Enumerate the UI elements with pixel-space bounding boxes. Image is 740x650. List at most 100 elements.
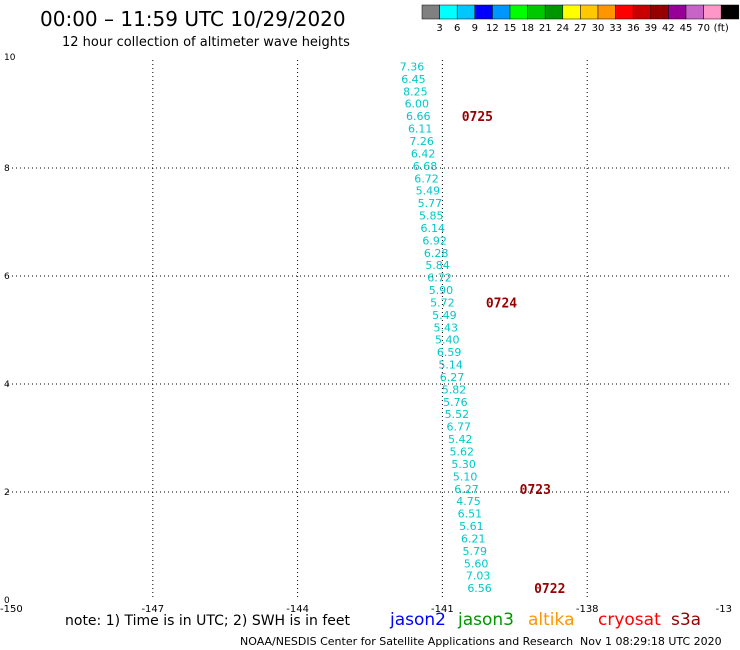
colorbar-label: 39 (644, 23, 657, 34)
wave-height-point: 7.03 (466, 570, 491, 583)
plot-grid (8, 60, 732, 600)
wave-height-point: 5.10 (453, 470, 478, 483)
wave-height-point: 6.27 (454, 483, 479, 496)
colorbar-swatch (615, 4, 634, 20)
x-tick-label: -147 (141, 604, 164, 615)
wave-height-point: 5.52 (445, 408, 470, 421)
wave-height-point: 5.14 (438, 359, 463, 372)
satellite-jason2: jason2 (389, 610, 446, 630)
wave-height-point: 5.42 (448, 433, 473, 446)
wave-height-point: 5.76 (443, 396, 468, 409)
colorbar-swatch (562, 4, 581, 20)
colorbar-label: 30 (592, 23, 605, 34)
y-tick-label: 2 (4, 488, 10, 498)
colorbar-swatch (527, 4, 546, 20)
x-tick-label: -144 (286, 604, 309, 615)
colorbar-swatch (544, 4, 564, 20)
x-tick-label: -138 (576, 604, 599, 615)
colorbar-label: 42 (662, 23, 675, 34)
wave-height-point: 6.56 (467, 582, 492, 595)
footer-credit: NOAA/NESDIS Center for Satellite Applica… (240, 635, 573, 648)
colorbar-swatch (668, 4, 687, 20)
colorbar-label: 21 (539, 23, 552, 34)
colorbar-label: 9 (472, 23, 478, 34)
colorbar-swatch (456, 4, 476, 20)
satellite-altika: altika (528, 610, 575, 630)
time-label: 0724 (486, 296, 517, 311)
time-label: 0725 (462, 110, 493, 125)
wave-height-point: 6.27 (440, 371, 465, 384)
colorbar-swatch (650, 4, 669, 20)
page-title: 00:00 – 11:59 UTC 10/29/2020 (40, 7, 346, 31)
y-tick-label: 8 (4, 164, 10, 174)
colorbar-label: 18 (521, 23, 534, 34)
wave-height-point: 5.40 (435, 334, 460, 347)
wave-height-point: 6.14 (420, 222, 445, 235)
wave-height-point: 5.49 (432, 309, 457, 322)
wave-height-point: 6.42 (411, 147, 436, 160)
wave-height-point: 5.49 (416, 185, 441, 198)
colorbar-label: (ft) (714, 23, 729, 34)
note-text: note: 1) Time is in UTC; 2) SWH is in fe… (65, 613, 351, 629)
wave-height-point: 6.11 (408, 123, 433, 136)
colorbar-label: 24 (556, 23, 569, 34)
x-tick-label: -13 (716, 604, 732, 615)
colorbar-label: 70 (697, 23, 710, 34)
wave-height-point: 6.21 (461, 532, 486, 545)
y-tick-label: 0 (4, 596, 10, 606)
colorbar-swatch (439, 4, 458, 20)
footer-timestamp: Nov 1 08:29:18 UTC 2020 (580, 635, 722, 648)
colorbar-swatch (580, 4, 599, 20)
page-subtitle: 12 hour collection of altimeter wave hei… (62, 35, 350, 50)
x-axis-ticks: -150 -147 -144 -141 -138 -13 (0, 604, 732, 615)
colorbar-label: 12 (486, 23, 499, 34)
wave-height-point: 6.66 (406, 110, 431, 123)
wave-height-point: 5.77 (418, 197, 443, 210)
wave-height-point: 7.26 (409, 135, 434, 148)
colorbar-label: 6 (454, 23, 460, 34)
wave-height-point: 6.28 (424, 247, 449, 260)
wave-height-point: 5.72 (430, 296, 455, 309)
wave-height-point: 5.61 (459, 520, 484, 533)
wave-height-point: 6.51 (458, 508, 483, 521)
colorbar-swatch (597, 4, 616, 20)
colorbar-label: 36 (627, 23, 640, 34)
colorbar-swatch (421, 4, 440, 20)
colorbar-swatch (720, 4, 740, 20)
satellite-cryosat: cryosat (598, 610, 661, 630)
wave-height-point: 6.92 (422, 234, 447, 247)
wave-height-point: 5.30 (451, 458, 476, 471)
wave-height-point: 6.00 (405, 98, 430, 111)
satellite-s3a: s3a (671, 610, 701, 630)
colorbar-legend: 3 6 9 12 15 18 21 24 27 30 33 36 39 42 45 70 (ft) (421, 4, 740, 34)
x-tick-label: -141 (431, 604, 454, 615)
wave-height-point: 5.43 (434, 321, 459, 334)
wave-height-point: 6.59 (437, 346, 462, 359)
wave-height-point: 5.62 (449, 446, 474, 459)
colorbar-swatch (703, 4, 722, 20)
y-axis-ticks: 0 2 4 6 8 10 (4, 53, 16, 606)
time-label: 0722 (534, 582, 565, 597)
colorbar-label: 3 (436, 23, 442, 34)
colorbar-label: 27 (574, 23, 587, 34)
colorbar-swatch (632, 4, 652, 20)
wave-height-point: 5.82 (442, 383, 467, 396)
colorbar-label: 45 (680, 23, 693, 34)
wave-height-point: 8.25 (403, 85, 428, 98)
wave-height-point: 6.72 (427, 272, 452, 285)
colorbar-label: 33 (609, 23, 622, 34)
wave-height-point: 5.90 (429, 284, 454, 297)
colorbar-swatch (509, 4, 528, 20)
colorbar-swatch (474, 4, 493, 20)
time-labels: 0725 0724 0723 0722 (462, 110, 566, 597)
y-tick-label: 6 (4, 272, 10, 282)
wave-height-point: 6.77 (447, 421, 472, 434)
x-tick-label: -150 (0, 604, 23, 615)
wave-height-point: 5.79 (462, 545, 487, 558)
wave-height-point: 4.75 (456, 495, 481, 508)
satellite-legend: jason2 jason3 altika cryosat s3a (389, 610, 701, 630)
colorbar-swatch (685, 4, 704, 20)
wave-height-points: 7.366.458.256.006.666.117.266.426.686.72… (400, 60, 492, 595)
colorbar-label: 15 (504, 23, 517, 34)
wave-height-point: 5.85 (419, 210, 444, 223)
